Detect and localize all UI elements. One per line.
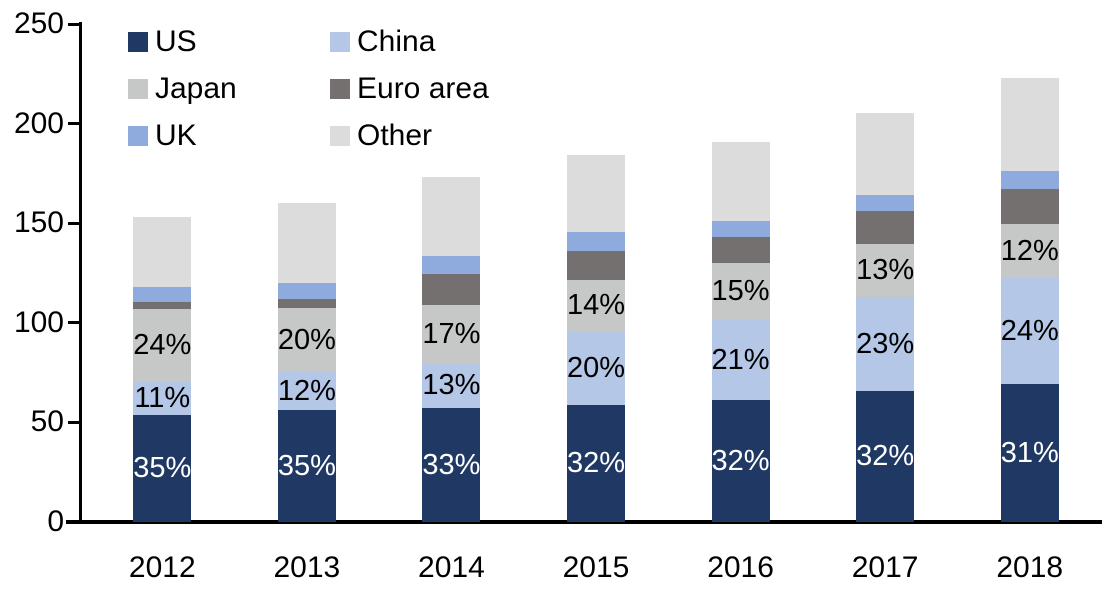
y-axis-label: 100 [13, 305, 64, 339]
y-axis-label: 200 [13, 106, 64, 140]
bar-segment-2017-us: 32% [856, 391, 914, 522]
segment-label-2015-japan: 14% [566, 289, 626, 322]
bar-segment-2013-japan: 20% [277, 308, 336, 373]
segment-label-2013-china: 12% [277, 374, 336, 407]
bar-segment-2014-euro-area [422, 273, 481, 305]
segment-label-2017-japan: 13% [856, 254, 915, 287]
legend-label-us: US [155, 25, 197, 58]
y-axis-tick [68, 420, 79, 424]
bar-segment-2014-uk [422, 256, 481, 274]
segment-label-2015-us: 32% [566, 446, 626, 479]
segment-label-2016-china: 21% [711, 343, 770, 376]
bar-segment-2015-euro-area [567, 250, 625, 280]
bar-segment-2017-china: 23% [856, 297, 915, 392]
bar-segment-2016-uk [711, 221, 770, 237]
bar-segment-2018-euro-area [1000, 188, 1059, 225]
y-axis-tick [68, 221, 79, 225]
bar-segment-2013-euro-area [277, 298, 336, 309]
segment-label-2012-china: 11% [134, 381, 191, 414]
x-axis-label-2018: 2018 [996, 551, 1064, 584]
segment-label-2012-japan: 24% [133, 328, 192, 361]
bar-segment-2016-other [711, 141, 770, 222]
y-axis-tick [68, 321, 79, 325]
bar-segment-2013-other [277, 203, 336, 283]
segment-label-2017-china: 23% [856, 327, 915, 360]
legend-label-other: Other [357, 119, 433, 152]
bar-segment-2015-china: 20% [566, 331, 626, 405]
segment-label-2018-us: 31% [1000, 436, 1059, 469]
x-axis-label-2017: 2017 [851, 551, 919, 584]
legend-swatch-uk [128, 126, 148, 146]
bar-segment-2013-china: 12% [277, 372, 336, 411]
legend-swatch-euro-area [330, 79, 350, 99]
bar-segment-2013-uk [277, 282, 336, 299]
bar-segment-2012-china: 11% [133, 381, 192, 416]
bar-segment-2017-other [856, 113, 915, 196]
bar-segment-2015-uk [567, 232, 625, 251]
bar-segment-2015-japan: 14% [566, 279, 626, 332]
bar-segment-2016-us: 32% [712, 400, 770, 522]
bar-segment-2017-euro-area [856, 211, 915, 245]
y-axis-label: 50 [30, 405, 64, 439]
bar-segment-2012-us: 35% [133, 415, 191, 522]
y-axis-tick [68, 520, 79, 524]
legend-swatch-china [330, 32, 350, 52]
segment-label-2014-japan: 17% [422, 317, 481, 350]
bar-segment-2015-other [567, 155, 625, 233]
bar-segment-2012-other [133, 217, 192, 288]
y-axis-label: 0 [47, 505, 64, 538]
x-axis-label-2014: 2014 [418, 551, 485, 584]
x-axis-label-2015: 2015 [562, 551, 630, 584]
segment-label-2018-china: 24% [1000, 314, 1059, 347]
legend-label-japan: Japan [155, 72, 237, 105]
segment-label-2018-japan: 12% [1000, 234, 1059, 267]
bar-segment-2013-us: 35% [278, 410, 336, 522]
bar-segment-2014-japan: 17% [422, 304, 481, 364]
y-axis-line [79, 22, 82, 522]
bar-segment-2018-uk [1000, 171, 1059, 189]
y-axis-label: 150 [13, 206, 64, 240]
bar-segment-2015-us: 32% [566, 404, 626, 522]
bar-segment-2016-euro-area [711, 236, 770, 264]
segment-label-2013-japan: 20% [277, 323, 336, 356]
bar-segment-2017-uk [856, 195, 915, 212]
segment-label-2012-us: 35% [133, 452, 192, 485]
bar-segment-2016-japan: 15% [711, 263, 770, 321]
bar-segment-2014-other [422, 177, 481, 257]
legend-label-china: China [357, 25, 436, 58]
legend-swatch-us [128, 32, 148, 52]
bar-segment-2014-us: 33% [422, 408, 480, 522]
bar-segment-2017-japan: 13% [856, 244, 915, 298]
bar-segment-2012-japan: 24% [133, 308, 192, 382]
segment-label-2014-us: 33% [422, 448, 481, 481]
bar-segment-2018-japan: 12% [1000, 224, 1059, 278]
legend-label-euro-area: Euro area [357, 72, 489, 105]
legend-swatch-other [330, 126, 350, 146]
x-axis-label-2013: 2013 [273, 551, 341, 584]
legend-swatch-japan [128, 79, 148, 99]
x-axis-label-2016: 2016 [707, 551, 774, 584]
y-axis-tick [68, 22, 79, 26]
segment-label-2016-us: 32% [711, 444, 770, 477]
segment-label-2014-china: 13% [422, 369, 481, 402]
segment-label-2015-china: 20% [566, 351, 626, 384]
bar-segment-2014-china: 13% [422, 363, 481, 409]
bar-segment-2012-uk [133, 287, 192, 303]
y-axis-label: 250 [13, 7, 64, 40]
x-axis-label-2012: 2012 [128, 551, 196, 584]
bar-segment-2018-other [1000, 77, 1059, 172]
legend-label-uk: UK [155, 119, 197, 152]
bar-segment-2018-us: 31% [1001, 384, 1059, 522]
bar-segment-2012-euro-area [133, 302, 192, 309]
bar-segment-2016-china: 21% [711, 320, 770, 401]
bar-segment-2018-china: 24% [1000, 277, 1059, 385]
segment-label-2016-japan: 15% [711, 275, 770, 308]
segment-label-2013-us: 35% [277, 449, 336, 482]
segment-label-2017-us: 32% [856, 440, 915, 473]
y-axis-tick [68, 122, 79, 126]
x-axis-line [66, 520, 1102, 524]
